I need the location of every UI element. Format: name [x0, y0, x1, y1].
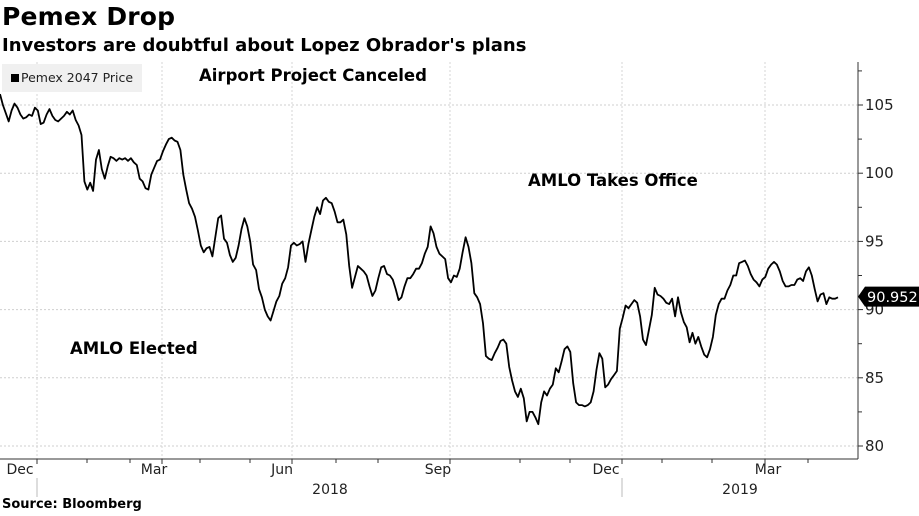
xtick-label: Sep: [425, 462, 452, 478]
last-value-badge: 90.952: [858, 286, 919, 307]
xtick-label: Mar: [755, 462, 782, 478]
legend-swatch: [11, 74, 19, 82]
ytick-label: 100: [865, 164, 894, 182]
annotation-amlo-elected: AMLO Elected: [70, 339, 198, 358]
series-line-pemex-2047: [0, 93, 839, 426]
annotation-airport-canceled: Airport Project Canceled: [199, 66, 427, 85]
ytick-label: 95: [865, 232, 884, 250]
ytick-label: 85: [865, 369, 884, 387]
year-label: 2018: [312, 482, 348, 498]
last-value-label: 90.952: [867, 290, 918, 306]
gridlines: [0, 62, 858, 459]
source-note: Source: Bloomberg: [2, 497, 142, 512]
legend: Pemex 2047 Price: [2, 64, 142, 92]
chart-title: Pemex Drop: [2, 2, 176, 31]
legend-label: Pemex 2047 Price: [21, 70, 134, 85]
year-label: 2019: [722, 482, 758, 498]
ytick-label: 105: [865, 96, 894, 114]
series-layer: [0, 93, 839, 426]
axes: [0, 62, 863, 497]
ytick-label: 80: [865, 437, 884, 455]
xtick-label: Mar: [141, 462, 168, 478]
xtick-label: Dec: [6, 462, 33, 478]
xtick-label: Dec: [592, 462, 619, 478]
chart-subtitle: Investors are doubtful about Lopez Obrad…: [2, 35, 527, 56]
last-value-box: [858, 286, 919, 307]
xtick-label: Jun: [270, 462, 293, 478]
annotation-amlo-takes-office: AMLO Takes Office: [528, 171, 698, 190]
